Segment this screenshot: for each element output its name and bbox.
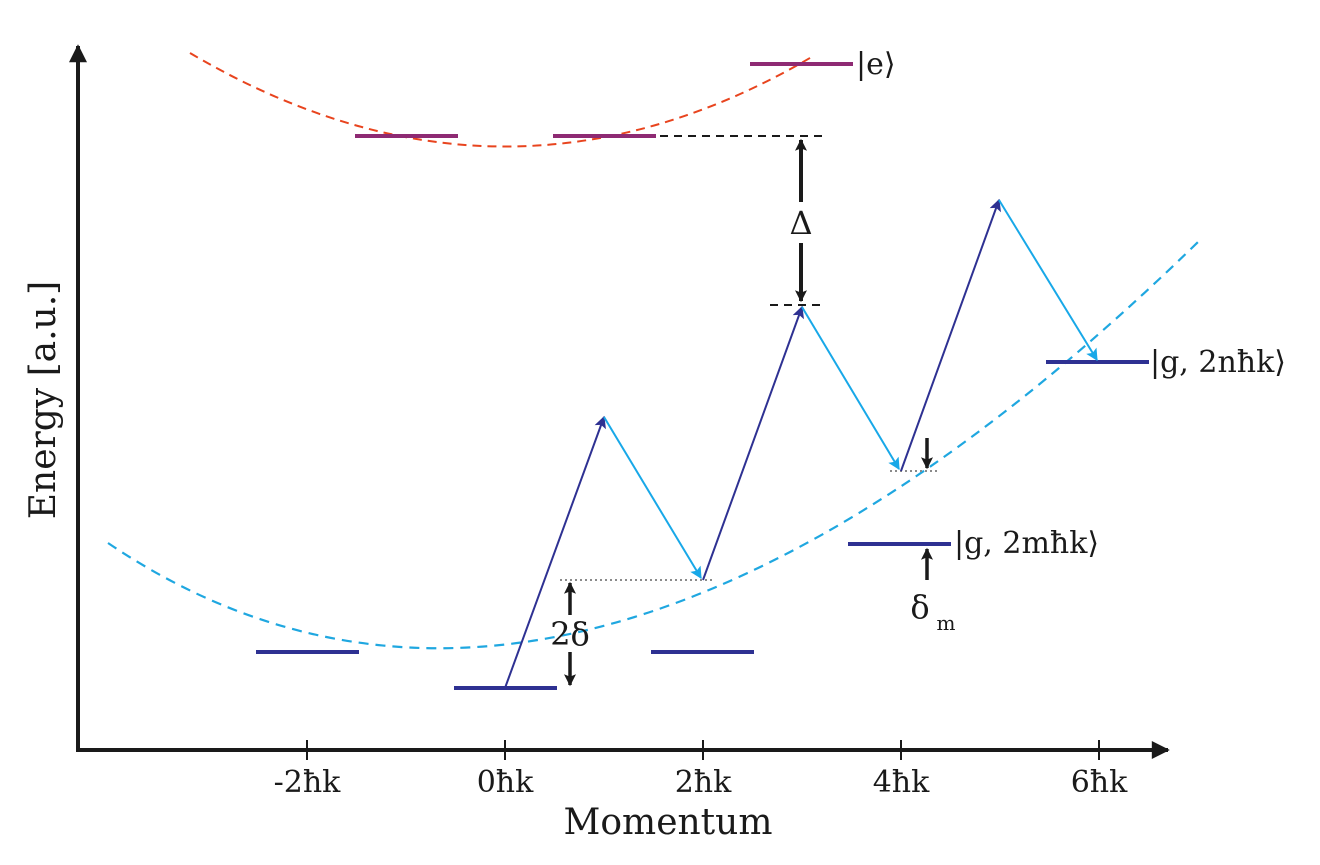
x-tick-label: 2ħk <box>675 765 732 800</box>
x-tick-label: 6ħk <box>1071 765 1128 800</box>
x-tick-label: 0ħk <box>477 765 534 800</box>
delta-m-subscript: m <box>937 611 956 635</box>
excited-state-parabola <box>189 52 816 148</box>
emission-arrow <box>998 199 1098 362</box>
ground-state-parabola <box>107 241 1199 650</box>
ground-state-2n-label: |g, 2nħk⟩ <box>1150 345 1286 380</box>
emission-arrow <box>603 416 702 580</box>
absorption-arrow <box>900 198 1001 472</box>
delta-m-label: δ <box>910 588 929 626</box>
x-axis-title: Momentum <box>564 802 773 843</box>
two-delta-label: 2δ <box>550 615 590 653</box>
y-axis-title: Energy [a.u.] <box>23 281 64 519</box>
absorption-arrow <box>504 415 606 689</box>
excited-state-label: |e⟩ <box>856 47 896 82</box>
x-tick-label: 4ħk <box>873 765 930 800</box>
detuning-label: Δ <box>789 204 812 242</box>
absorption-arrow <box>702 305 804 581</box>
ground-state-2m-label: |g, 2mħk⟩ <box>954 526 1099 561</box>
emission-arrow <box>801 306 900 471</box>
x-tick-label: -2ħk <box>274 765 342 800</box>
